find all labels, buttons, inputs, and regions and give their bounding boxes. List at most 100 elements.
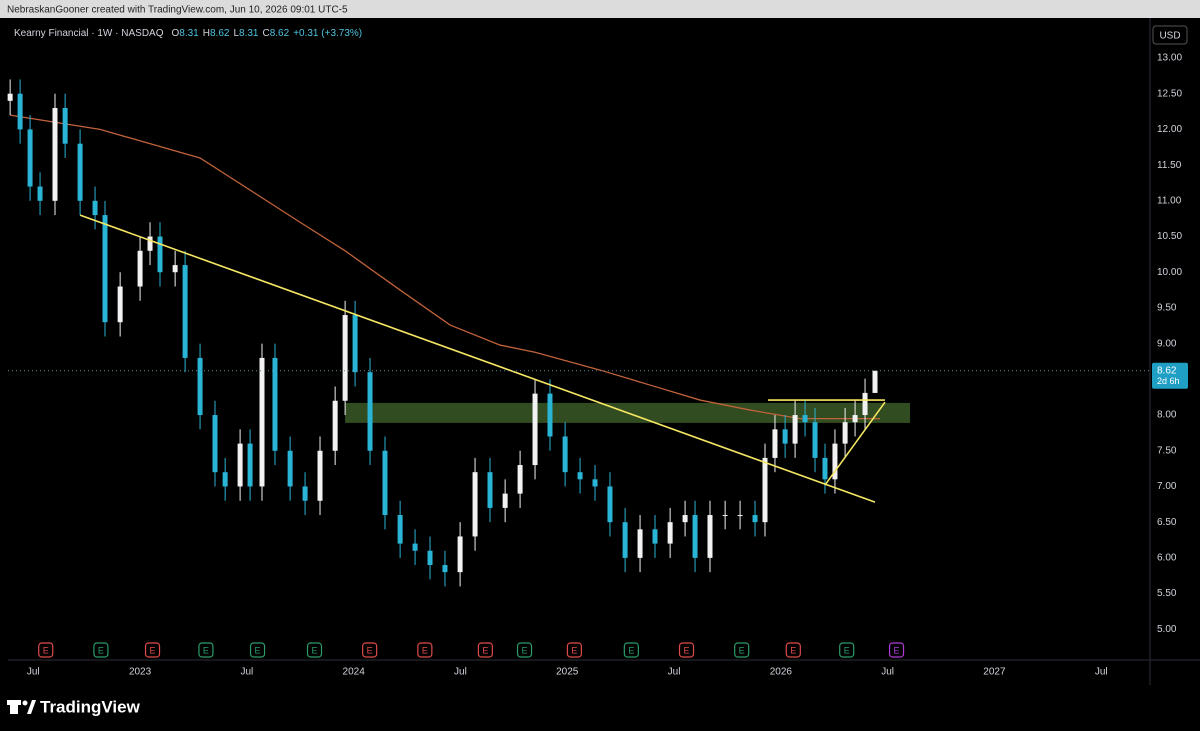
moving-average bbox=[10, 114, 880, 420]
candle-body bbox=[502, 493, 508, 508]
candle-body bbox=[332, 400, 338, 451]
earnings-marker bbox=[888, 642, 905, 658]
earnings-label: E bbox=[571, 645, 577, 655]
candle-body bbox=[137, 250, 143, 287]
candle-body bbox=[577, 472, 583, 480]
earnings-marker bbox=[198, 642, 214, 658]
candle-body bbox=[752, 515, 758, 523]
legend-change: +0.31 (+3.73%) bbox=[293, 28, 362, 39]
candle-body bbox=[852, 415, 858, 423]
brand: TradingView bbox=[40, 697, 141, 716]
earnings-marker bbox=[144, 642, 161, 658]
earnings-marker bbox=[785, 642, 801, 658]
candle-body bbox=[667, 522, 673, 544]
candle-body bbox=[197, 357, 203, 416]
header-text: NebraskanGooner created with TradingView… bbox=[7, 5, 348, 16]
candle-body bbox=[247, 443, 253, 487]
x-tick-label: 2025 bbox=[556, 667, 579, 678]
earnings-marker bbox=[477, 642, 493, 658]
legend: Kearny Financial · 1W · NASDAQ O8.31 H8.62… bbox=[14, 28, 362, 39]
earnings-label: E bbox=[482, 645, 488, 655]
y-tick-label: 7.00 bbox=[1157, 481, 1177, 492]
candle-body bbox=[37, 186, 43, 201]
x-tick-label: Jul bbox=[881, 667, 894, 678]
candle-body bbox=[397, 515, 403, 544]
candle-body bbox=[442, 565, 448, 573]
y-tick-label: 11.50 bbox=[1157, 160, 1182, 171]
earnings-marker bbox=[839, 642, 855, 658]
legend-key: H bbox=[203, 28, 210, 39]
earnings-marker bbox=[734, 642, 750, 658]
candle-body bbox=[7, 93, 13, 101]
countdown: 2d 6h bbox=[1157, 376, 1180, 386]
candle-body bbox=[427, 550, 433, 566]
earnings-label: E bbox=[628, 645, 634, 655]
candle-body bbox=[812, 422, 818, 458]
candle-body bbox=[117, 286, 123, 323]
trendline bbox=[824, 401, 886, 486]
x-tick-label: 2026 bbox=[770, 667, 793, 678]
candle-body bbox=[457, 536, 463, 573]
candle-body bbox=[772, 429, 778, 458]
candle-body bbox=[487, 472, 493, 508]
candle-body bbox=[607, 486, 613, 523]
candle-body bbox=[792, 415, 798, 444]
candle-body bbox=[382, 450, 388, 516]
earnings-marker bbox=[249, 642, 266, 658]
currency[interactable]: USD bbox=[1159, 31, 1180, 42]
candle-body bbox=[317, 450, 323, 501]
last-price-box bbox=[1152, 362, 1188, 389]
candle-body bbox=[517, 465, 523, 494]
x-tick-label: 2024 bbox=[343, 667, 366, 678]
earnings-marker bbox=[566, 642, 582, 658]
earnings-marker bbox=[93, 642, 109, 658]
candle-body bbox=[842, 422, 848, 444]
y-tick-label: 10.00 bbox=[1157, 267, 1182, 278]
candle-body bbox=[157, 236, 163, 273]
earnings-label: E bbox=[203, 645, 209, 655]
currency-button[interactable] bbox=[1152, 25, 1188, 45]
candle-body bbox=[652, 529, 658, 544]
watermark-logo bbox=[7, 700, 36, 714]
candle-body bbox=[682, 515, 688, 523]
candle-body bbox=[52, 107, 58, 201]
candle-body bbox=[637, 529, 643, 558]
candle-body bbox=[412, 543, 418, 551]
candle-body bbox=[302, 486, 308, 501]
candle-body bbox=[92, 200, 98, 216]
y-tick-label: 8.00 bbox=[1157, 410, 1177, 421]
candle-body bbox=[17, 93, 23, 130]
candle-body bbox=[782, 429, 788, 444]
header-bar bbox=[0, 0, 1200, 18]
earnings-label: E bbox=[98, 645, 104, 655]
earnings-label: E bbox=[894, 645, 900, 655]
x-tick-label: Jul bbox=[668, 667, 681, 678]
legend-key: C bbox=[262, 28, 269, 39]
candle-body bbox=[832, 443, 838, 480]
earnings-label: E bbox=[790, 645, 796, 655]
y-tick-label: 12.00 bbox=[1157, 124, 1182, 135]
candle-body bbox=[62, 107, 68, 144]
earnings-marker bbox=[38, 642, 54, 658]
candle-body bbox=[472, 472, 478, 537]
x-tick-label: Jul bbox=[454, 667, 467, 678]
candle-body bbox=[722, 515, 728, 517]
y-tick-label: 6.50 bbox=[1157, 517, 1177, 528]
legend-value: 8.31 bbox=[239, 28, 259, 39]
candle-body bbox=[77, 143, 83, 201]
earnings-label: E bbox=[739, 645, 745, 655]
candle-body bbox=[562, 436, 568, 473]
y-tick-label: 7.50 bbox=[1157, 445, 1177, 456]
earnings-label: E bbox=[311, 645, 317, 655]
legend-value: 8.62 bbox=[210, 28, 230, 39]
y-tick-label: 9.00 bbox=[1157, 338, 1177, 349]
earnings-marker bbox=[623, 642, 639, 658]
legend-key: L bbox=[233, 28, 239, 39]
earnings-label: E bbox=[844, 645, 850, 655]
candle-body bbox=[802, 415, 808, 423]
x-tick-label: Jul bbox=[1095, 667, 1108, 678]
earnings-label: E bbox=[150, 645, 156, 655]
candle-body bbox=[102, 215, 108, 323]
x-tick-label: 2023 bbox=[129, 667, 152, 678]
